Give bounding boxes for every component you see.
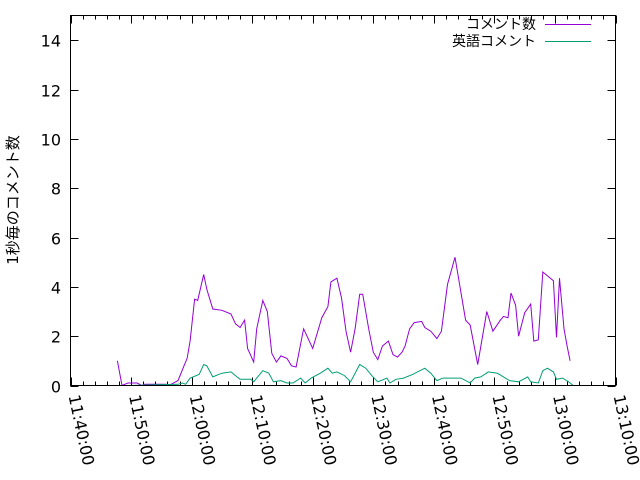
legend-label-0: コメント数: [466, 17, 536, 33]
series-line-0: [116, 257, 571, 387]
y-tick-label: 6: [51, 230, 61, 249]
x-tick-label: 12:10:00: [246, 393, 280, 467]
y-axis-label: 1秒毎のコメント数: [4, 135, 22, 265]
y-tick-label: 12: [41, 82, 61, 101]
y-tick-label: 4: [51, 279, 61, 298]
x-tick-label: 13:00:00: [549, 393, 583, 467]
y-tick-label: 2: [51, 328, 61, 347]
x-tick-label: 13:10:00: [610, 393, 640, 467]
x-tick-label: 12:20:00: [307, 393, 341, 467]
series-line-1: [127, 363, 574, 386]
series-lines: [116, 257, 574, 387]
x-tick-label: 12:40:00: [428, 393, 462, 467]
axis-ticks: [70, 15, 617, 387]
legend-label-1: 英語コメント: [452, 33, 536, 50]
x-tick-label: 12:50:00: [488, 393, 522, 467]
plot-border: [70, 15, 616, 386]
y-tick-label: 8: [51, 180, 61, 199]
x-tick-labels: 11:40:00 11:50:00 12:00:00 12:10:00 12:20:00…: [65, 393, 640, 467]
y-tick-label: 10: [41, 131, 61, 150]
x-tick-label: 11:50:00: [125, 393, 159, 467]
y-tick-label: 0: [51, 378, 61, 397]
y-tick-label: 14: [41, 32, 61, 51]
y-tick-labels: 0 2 4 6 8 10 12 14: [41, 32, 61, 397]
legend: コメント数 英語コメント: [452, 17, 591, 50]
x-tick-label: 12:00:00: [186, 393, 220, 467]
x-tick-label: 11:40:00: [65, 393, 99, 467]
x-tick-label: 12:30:00: [367, 393, 401, 467]
